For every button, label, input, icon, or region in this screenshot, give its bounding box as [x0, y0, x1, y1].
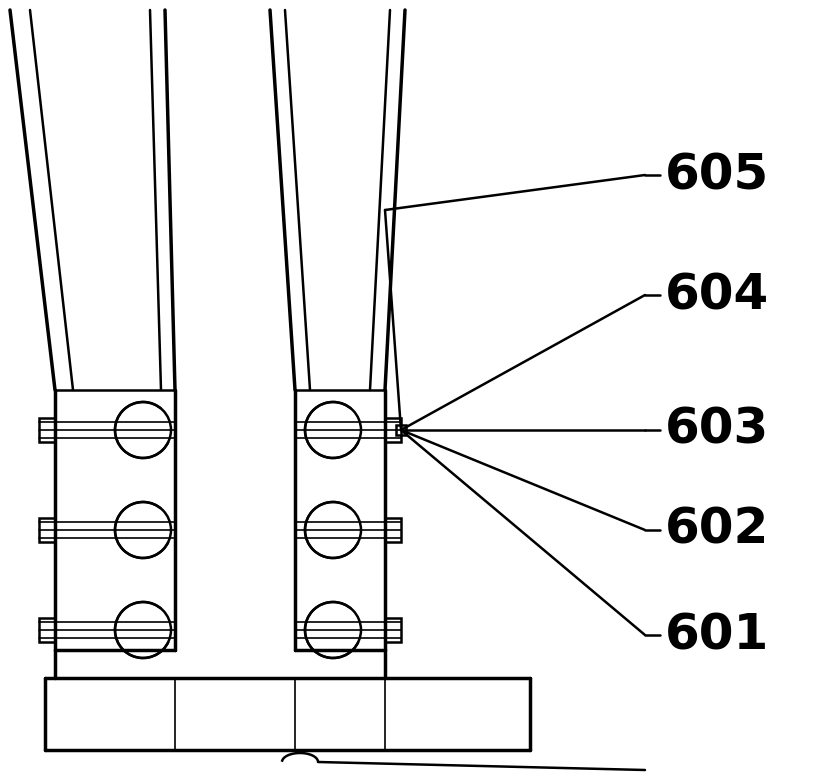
Bar — [39, 418, 55, 442]
Text: 603: 603 — [665, 406, 769, 454]
Bar — [385, 418, 401, 442]
Bar — [385, 618, 401, 642]
Bar — [396, 425, 406, 435]
Bar — [39, 618, 55, 642]
Text: 602: 602 — [665, 506, 769, 554]
Bar — [385, 518, 401, 542]
Text: 601: 601 — [665, 611, 769, 659]
Text: 604: 604 — [665, 271, 769, 319]
Bar — [39, 518, 55, 542]
Text: 605: 605 — [665, 151, 769, 199]
